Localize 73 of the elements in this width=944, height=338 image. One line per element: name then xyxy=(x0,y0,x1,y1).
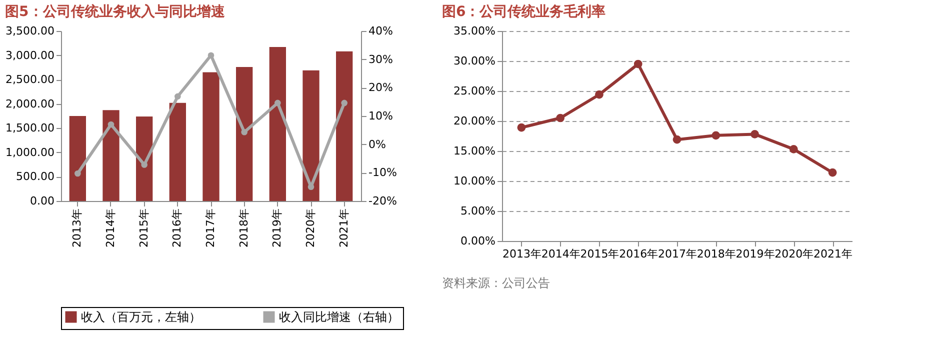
y-tick-label: 3,500.00 xyxy=(6,24,54,38)
bar xyxy=(169,102,186,201)
x-tick-label: 2021年 xyxy=(814,248,853,260)
x-tick-label: 2015年 xyxy=(580,248,620,260)
y-tick-label: 20.00% xyxy=(454,114,496,128)
x-tick-label: 2019年 xyxy=(736,248,775,260)
point xyxy=(108,121,114,128)
y-tick-label: 5.00% xyxy=(460,204,496,218)
x-tick-label: 2016年 xyxy=(170,208,184,248)
point xyxy=(174,93,181,100)
point xyxy=(241,128,248,136)
y-tick-label: 3,000.00 xyxy=(6,48,54,62)
bar xyxy=(269,47,286,201)
y-tick-label: 25.00% xyxy=(454,84,496,98)
y2-tick-label: 40% xyxy=(368,24,393,38)
point xyxy=(634,60,642,68)
x-tick-label: 2013年 xyxy=(502,248,542,260)
x-tick-label: 2014年 xyxy=(104,208,117,248)
y-tick-label: 1,500.00 xyxy=(6,122,54,135)
y2-tick-label: -10% xyxy=(368,166,397,180)
y2-tick-label: -20% xyxy=(368,194,397,208)
bar xyxy=(336,51,353,201)
x-tick-label: 2015年 xyxy=(137,208,150,248)
point xyxy=(556,114,565,122)
point xyxy=(789,145,798,154)
y2-tick-label: 10% xyxy=(368,110,393,122)
chart-title: 图6：公司传统业务毛利率 xyxy=(442,3,606,20)
legend-label: 收入同比增速（右轴） xyxy=(279,310,399,324)
y-tick-label: 500.00 xyxy=(16,170,54,184)
x-tick-label: 2018年 xyxy=(237,208,250,248)
y-tick-label: 2,000.00 xyxy=(6,97,54,110)
y-tick-label: 2,500.00 xyxy=(6,73,54,86)
x-tick-label: 2021年 xyxy=(337,208,350,248)
x-tick-label: 2018年 xyxy=(696,248,736,260)
x-tick-label: 2013年 xyxy=(70,208,84,248)
point xyxy=(208,52,214,59)
y2-tick-label: 30% xyxy=(368,52,393,66)
y-tick-label: 0.00 xyxy=(30,194,54,208)
bar xyxy=(302,70,320,201)
bar xyxy=(202,72,220,201)
x-tick-label: 2019年 xyxy=(270,208,284,248)
y2-tick-label: 20% xyxy=(368,81,393,94)
text: 资料来源：公司公告 xyxy=(442,276,550,290)
x-tick-label: 2017年 xyxy=(204,208,217,248)
point xyxy=(595,90,604,99)
legend-label: 收入（百万元，左轴） xyxy=(81,310,201,324)
y-tick-label: 15.00% xyxy=(454,144,496,158)
x-tick-label: 2016年 xyxy=(619,248,658,260)
y-tick-label: 0.00% xyxy=(460,234,496,248)
bar xyxy=(102,110,120,201)
point xyxy=(341,100,348,106)
chart-title: 图5：公司传统业务收入与同比增速 xyxy=(5,3,226,20)
y-tick-label: 35.00% xyxy=(454,24,496,38)
point xyxy=(517,123,526,132)
point xyxy=(750,130,759,138)
point xyxy=(141,162,148,168)
bar xyxy=(236,66,253,201)
x-tick-label: 2020年 xyxy=(774,248,814,260)
point xyxy=(672,135,682,144)
x-tick-label: 2017年 xyxy=(658,248,697,260)
point xyxy=(274,100,281,106)
y2-tick-label: 0% xyxy=(368,138,386,151)
bar xyxy=(69,116,86,201)
bar xyxy=(136,116,153,201)
x-tick-label: 2020年 xyxy=(304,208,317,248)
x-tick-label: 2014年 xyxy=(541,248,580,260)
y-tick-label: 30.00% xyxy=(454,54,496,68)
point xyxy=(308,184,314,190)
y-tick-label: 10.00% xyxy=(454,174,496,188)
point xyxy=(712,131,720,140)
y-tick-label: 1,000.00 xyxy=(6,146,54,159)
point xyxy=(74,170,81,177)
point xyxy=(828,168,837,177)
